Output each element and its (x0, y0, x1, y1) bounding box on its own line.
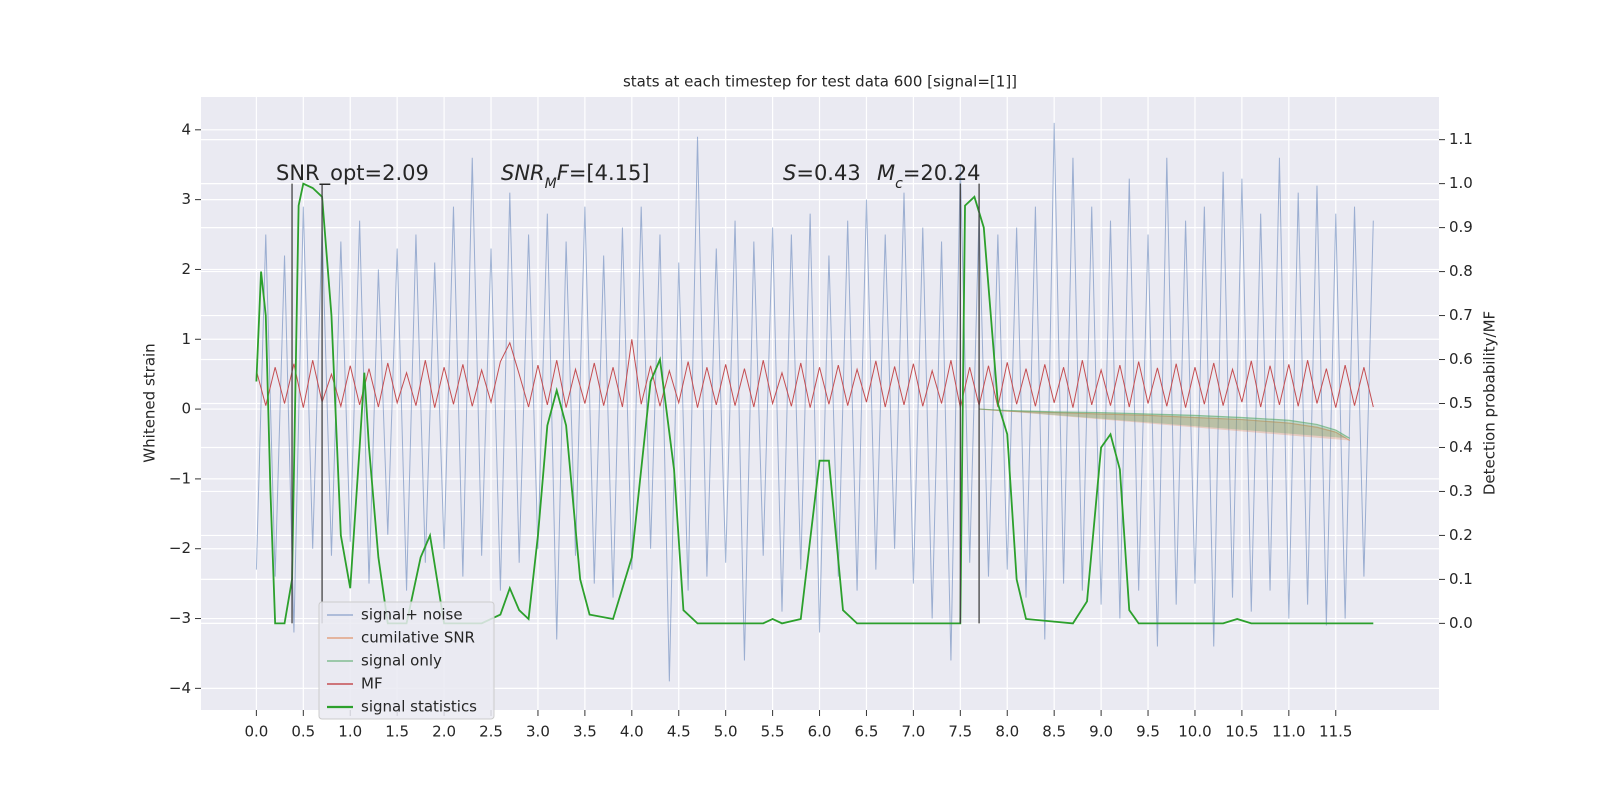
x-tick-label: 4.5 (667, 723, 691, 741)
x-tick-label: 9.5 (1136, 723, 1160, 741)
series-line (979, 408, 1351, 439)
x-tick-label: 10.0 (1178, 723, 1211, 741)
y-tick-label: 3 (181, 190, 191, 208)
legend-label: MF (361, 675, 383, 693)
y2-tick-label: 0.0 (1449, 614, 1473, 632)
legend-label: signal+ noise (361, 606, 463, 624)
y2-axis-label: Detection probability/MF (1481, 311, 1499, 495)
y-tick-label: 2 (181, 260, 191, 278)
x-tick-label: 5.5 (761, 723, 785, 741)
annotation-part: M (545, 176, 557, 192)
y-tick-label: 1 (181, 330, 191, 348)
annotation-part: =20.24 (903, 161, 981, 185)
x-tick-label: 8.5 (1042, 723, 1066, 741)
legend-label: signal statistics (361, 698, 477, 716)
x-tick-label: 1.0 (338, 723, 362, 741)
series-line (255, 339, 1374, 409)
x-tick-label: 2.5 (479, 723, 503, 741)
legend-label: signal only (361, 652, 442, 670)
x-tick-label: 10.5 (1225, 723, 1258, 741)
y2-tick-label: 0.1 (1449, 570, 1473, 588)
x-tick-label: 2.0 (432, 723, 456, 741)
legend: signal+ noise cumilative SNR signal only MF… (318, 601, 495, 720)
y2-tick-label: 0.9 (1449, 218, 1473, 236)
x-tick-label: 3.0 (526, 723, 550, 741)
y2-tick-label: 1.0 (1449, 174, 1473, 192)
y-tick-label: −3 (169, 609, 191, 627)
y2-tick-label: 1.1 (1449, 130, 1473, 148)
x-tick-label: 5.0 (714, 723, 738, 741)
x-tick-label: 0.0 (244, 723, 268, 741)
annotation-part: SNR (501, 161, 545, 185)
y-tick-label: −1 (169, 469, 191, 487)
annotation: SNR_opt=2.09 (276, 161, 429, 186)
x-tick-label: 7.5 (948, 723, 972, 741)
x-tick-label: 6.5 (855, 723, 879, 741)
y-tick-label: 4 (181, 120, 191, 138)
annotation-part: SNR_opt=2.09 (276, 161, 429, 186)
annotation: SNRMF=[4.15] (501, 161, 650, 192)
annotation-part: =0.43 (796, 161, 860, 185)
x-tick-label: 3.5 (573, 723, 597, 741)
annotation-part: =[4.15] (569, 161, 650, 185)
x-tick-label: 7.0 (901, 723, 925, 741)
y2-tick-label: 0.4 (1449, 438, 1473, 456)
x-tick-label: 6.0 (808, 723, 832, 741)
y2-tick-label: 0.3 (1449, 482, 1473, 500)
y-tick-label: −4 (169, 679, 191, 697)
annotation-part: S (783, 161, 796, 185)
series-line (255, 182, 1374, 625)
y-axis-label: Whitened strain (141, 343, 159, 462)
chart-title: stats at each timestep for test data 600… (623, 73, 1017, 91)
x-tick-label: 11.0 (1272, 723, 1305, 741)
annotation-part: c (895, 176, 903, 192)
series-line (255, 122, 1374, 682)
x-tick-label: 1.5 (385, 723, 409, 741)
legend-box (318, 601, 495, 720)
y2-tick-label: 0.6 (1449, 350, 1473, 368)
annotation: Mc=20.24 (877, 161, 981, 192)
x-tick-label: 4.0 (620, 723, 644, 741)
x-tick-label: 11.5 (1319, 723, 1352, 741)
x-tick-label: 9.0 (1089, 723, 1113, 741)
y2-tick-label: 0.2 (1449, 526, 1473, 544)
x-tick-label: 0.5 (291, 723, 315, 741)
y-tick-label: −2 (169, 539, 191, 557)
y2-tick-label: 0.7 (1449, 306, 1473, 324)
y-tick-label: 0 (181, 400, 191, 418)
y2-tick-label: 0.5 (1449, 394, 1473, 412)
legend-label: cumilative SNR (361, 629, 475, 647)
y2-tick-label: 0.8 (1449, 262, 1473, 280)
annotation: S=0.43 (783, 161, 861, 185)
annotation-part: F (557, 161, 570, 185)
x-tick-label: 8.0 (995, 723, 1019, 741)
annotation-part: M (877, 161, 895, 185)
series-line (979, 408, 1351, 442)
